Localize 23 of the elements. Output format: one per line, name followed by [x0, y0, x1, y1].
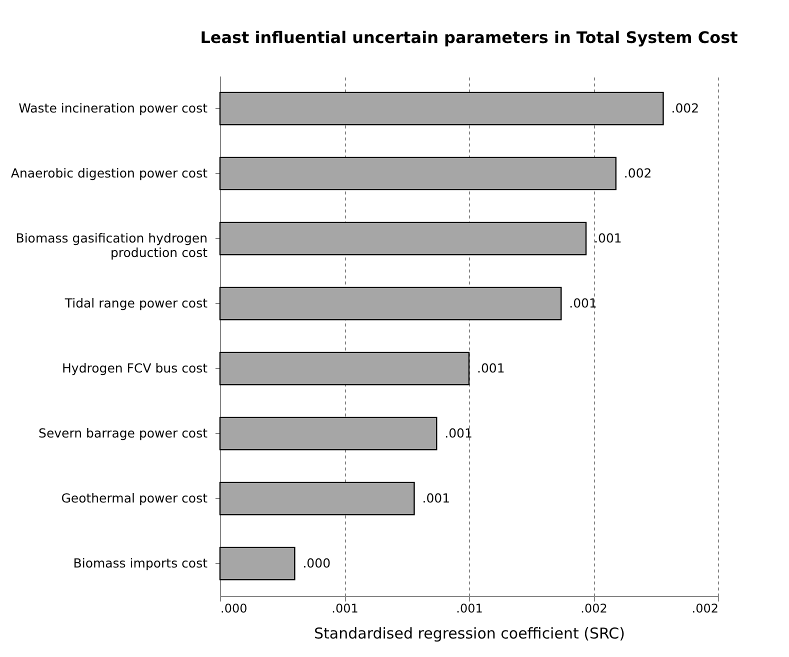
y-tick-label: Tidal range power cost: [64, 296, 208, 310]
data-label: .002: [671, 100, 700, 116]
x-tick-label: .002: [692, 602, 718, 616]
data-label: .000: [302, 556, 331, 570]
y-tick-label: Severn barrage power cost: [38, 426, 208, 440]
data-label: .001: [594, 230, 622, 246]
x-tick-label: .001: [456, 602, 483, 616]
data-label: .002: [624, 166, 652, 180]
y-tick-label: Biomass gasification hydrogen production cost: [16, 230, 208, 260]
data-label: .001: [569, 296, 597, 310]
x-tick-label: .000: [220, 602, 248, 616]
y-tick-label: Hydrogen FCV bus cost: [62, 360, 208, 376]
y-tick-label: Anaerobic digestion power cost: [10, 166, 208, 180]
y-tick-label: Waste incineration power cost: [18, 100, 208, 116]
y-tick-label: Geothermal power cost: [61, 490, 208, 506]
data-label: .001: [444, 426, 472, 440]
x-tick-label: .001: [332, 602, 358, 616]
x-tick-label: .002: [580, 602, 608, 616]
data-label: .001: [477, 360, 505, 376]
chart-title: Least influential uncertain parameters in Total System Cost: [200, 28, 738, 47]
data-label: .001: [422, 490, 450, 506]
x-axis-title: Standardised regression coefficient (SRC): [314, 624, 625, 642]
y-tick-label: Biomass imports cost: [73, 556, 208, 570]
